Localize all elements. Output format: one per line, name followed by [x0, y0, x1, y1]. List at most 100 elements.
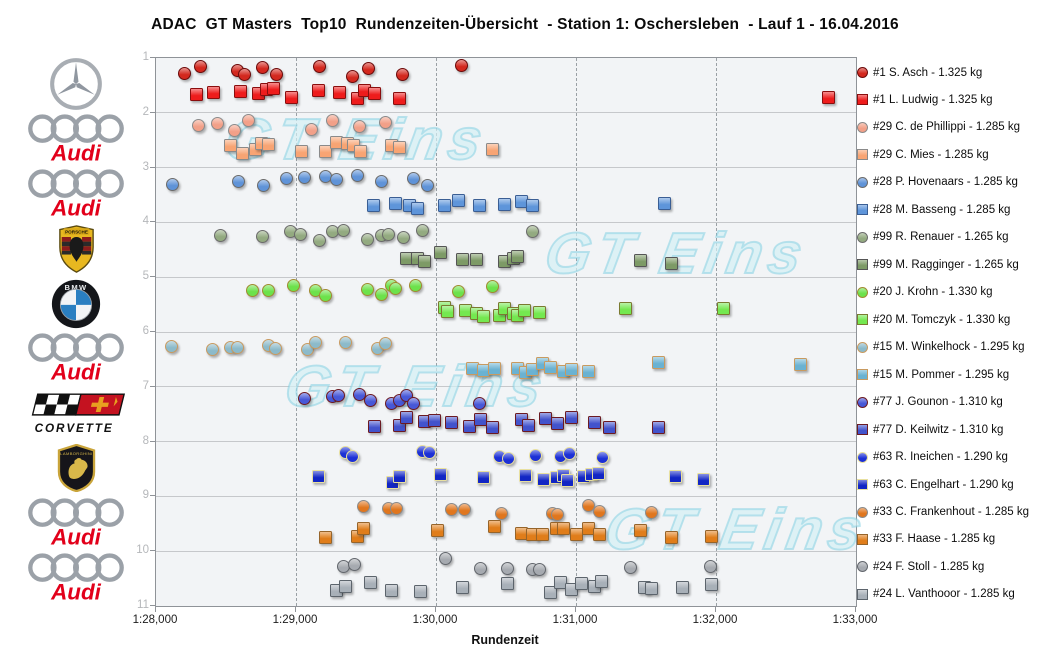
y-tick — [150, 111, 156, 113]
data-point — [397, 230, 411, 244]
data-point — [267, 81, 281, 95]
data-point — [603, 420, 617, 434]
data-point — [587, 416, 601, 430]
data-point — [537, 472, 551, 486]
data-point — [528, 448, 542, 462]
data-point — [500, 562, 514, 576]
mercedes-logo — [0, 57, 152, 111]
x-tick — [295, 607, 296, 612]
legend-label: #20 M. Tomczyk - 1.330 kg — [873, 313, 1011, 326]
audi-logo: Audi — [0, 551, 152, 605]
legend-square-marker — [857, 533, 868, 545]
data-point — [519, 468, 533, 482]
data-point — [533, 563, 547, 576]
data-point — [337, 224, 351, 238]
data-point — [233, 84, 247, 98]
data-point — [211, 117, 225, 131]
legend-label: #33 F. Haase - 1.285 kg — [873, 533, 996, 546]
data-point — [440, 304, 454, 318]
data-point — [458, 303, 472, 317]
data-point — [351, 169, 365, 183]
data-point — [474, 412, 488, 426]
horizontal-gridline — [156, 221, 856, 223]
data-point — [421, 179, 435, 193]
data-point — [633, 523, 647, 537]
legend-entry: #33 C. Frankenhout - 1.285 kg — [857, 505, 1029, 520]
legend-entry: #28 M. Basseng - 1.285 kg — [857, 202, 1010, 217]
data-point — [664, 256, 678, 270]
legend-entry: #24 L. Vanthooor - 1.285 kg — [857, 587, 1015, 602]
data-point — [705, 578, 719, 592]
data-point — [433, 245, 447, 259]
data-point — [205, 343, 219, 357]
y-tick — [150, 385, 156, 387]
lamborghini-logo: LAMBORGHINI — [0, 444, 152, 492]
legend: #1 S. Asch - 1.325 kg #1 L. Ludwig - 1.32… — [857, 0, 1049, 660]
data-point — [374, 288, 388, 302]
horizontal-gridline — [156, 386, 856, 388]
x-tick — [715, 607, 716, 612]
x-tick — [855, 607, 856, 612]
data-point — [313, 233, 327, 247]
data-point — [345, 69, 359, 83]
data-point — [569, 528, 583, 542]
data-point — [166, 177, 180, 191]
data-point — [645, 506, 659, 520]
y-tick — [150, 166, 156, 168]
legend-entry: #24 F. Stoll - 1.285 kg — [857, 559, 984, 574]
data-point — [556, 522, 570, 536]
y-tick — [150, 550, 156, 552]
x-tick-label: 1:32,000 — [692, 614, 738, 626]
data-point — [237, 68, 251, 82]
data-point — [463, 420, 477, 434]
data-point — [485, 142, 499, 156]
legend-square-marker — [857, 94, 868, 106]
data-point — [360, 282, 374, 296]
data-point — [594, 574, 608, 588]
y-tick-label: 7 — [142, 379, 149, 392]
svg-text:Audi: Audi — [50, 141, 102, 164]
audi-logo: Audi — [0, 112, 152, 166]
legend-entry: #77 J. Gounon - 1.310 kg — [857, 395, 1003, 410]
data-point — [363, 393, 377, 407]
data-point — [565, 582, 579, 596]
legend-entry: #33 F. Haase - 1.285 kg — [857, 532, 995, 547]
data-point — [338, 336, 352, 350]
data-point — [593, 527, 607, 541]
porsche-logo: PORSCHE — [0, 225, 152, 273]
data-point — [517, 304, 531, 318]
y-tick — [150, 221, 156, 223]
data-point — [551, 508, 565, 522]
legend-circle-marker — [857, 506, 868, 518]
data-point — [411, 201, 425, 215]
data-point — [437, 198, 451, 212]
y-tick — [150, 276, 156, 278]
data-point — [285, 91, 299, 105]
legend-label: #63 R. Ineichen - 1.290 kg — [873, 451, 1008, 464]
horizontal-gridline — [156, 112, 856, 114]
legend-square-marker — [857, 424, 868, 436]
data-point — [304, 122, 318, 136]
data-point — [526, 199, 540, 213]
data-point — [664, 530, 678, 544]
y-tick — [150, 331, 156, 332]
data-point — [232, 174, 246, 188]
y-tick-label: 3 — [142, 160, 149, 173]
legend-label: #15 M. Winkelhock - 1.295 kg — [873, 341, 1025, 354]
data-point — [703, 560, 717, 574]
x-axis-title: Rundenzeit — [471, 633, 539, 647]
data-point — [379, 336, 393, 350]
x-tick-label: 1:31,000 — [552, 614, 598, 626]
data-point — [390, 502, 404, 516]
data-point — [428, 413, 442, 427]
x-tick — [575, 607, 576, 612]
data-point — [596, 451, 610, 465]
data-point — [379, 116, 393, 130]
data-point — [668, 469, 682, 483]
data-point — [331, 389, 345, 403]
y-tick-label: 4 — [142, 215, 149, 228]
data-point — [562, 446, 576, 460]
data-point — [521, 419, 535, 433]
data-point — [618, 302, 632, 316]
